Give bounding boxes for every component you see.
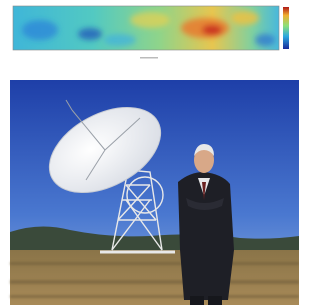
axis-label-illegible xyxy=(140,57,158,59)
composite-image xyxy=(0,0,299,305)
heatmap xyxy=(13,6,289,59)
page xyxy=(0,0,320,305)
photo xyxy=(10,80,299,305)
colorbar xyxy=(283,7,289,49)
